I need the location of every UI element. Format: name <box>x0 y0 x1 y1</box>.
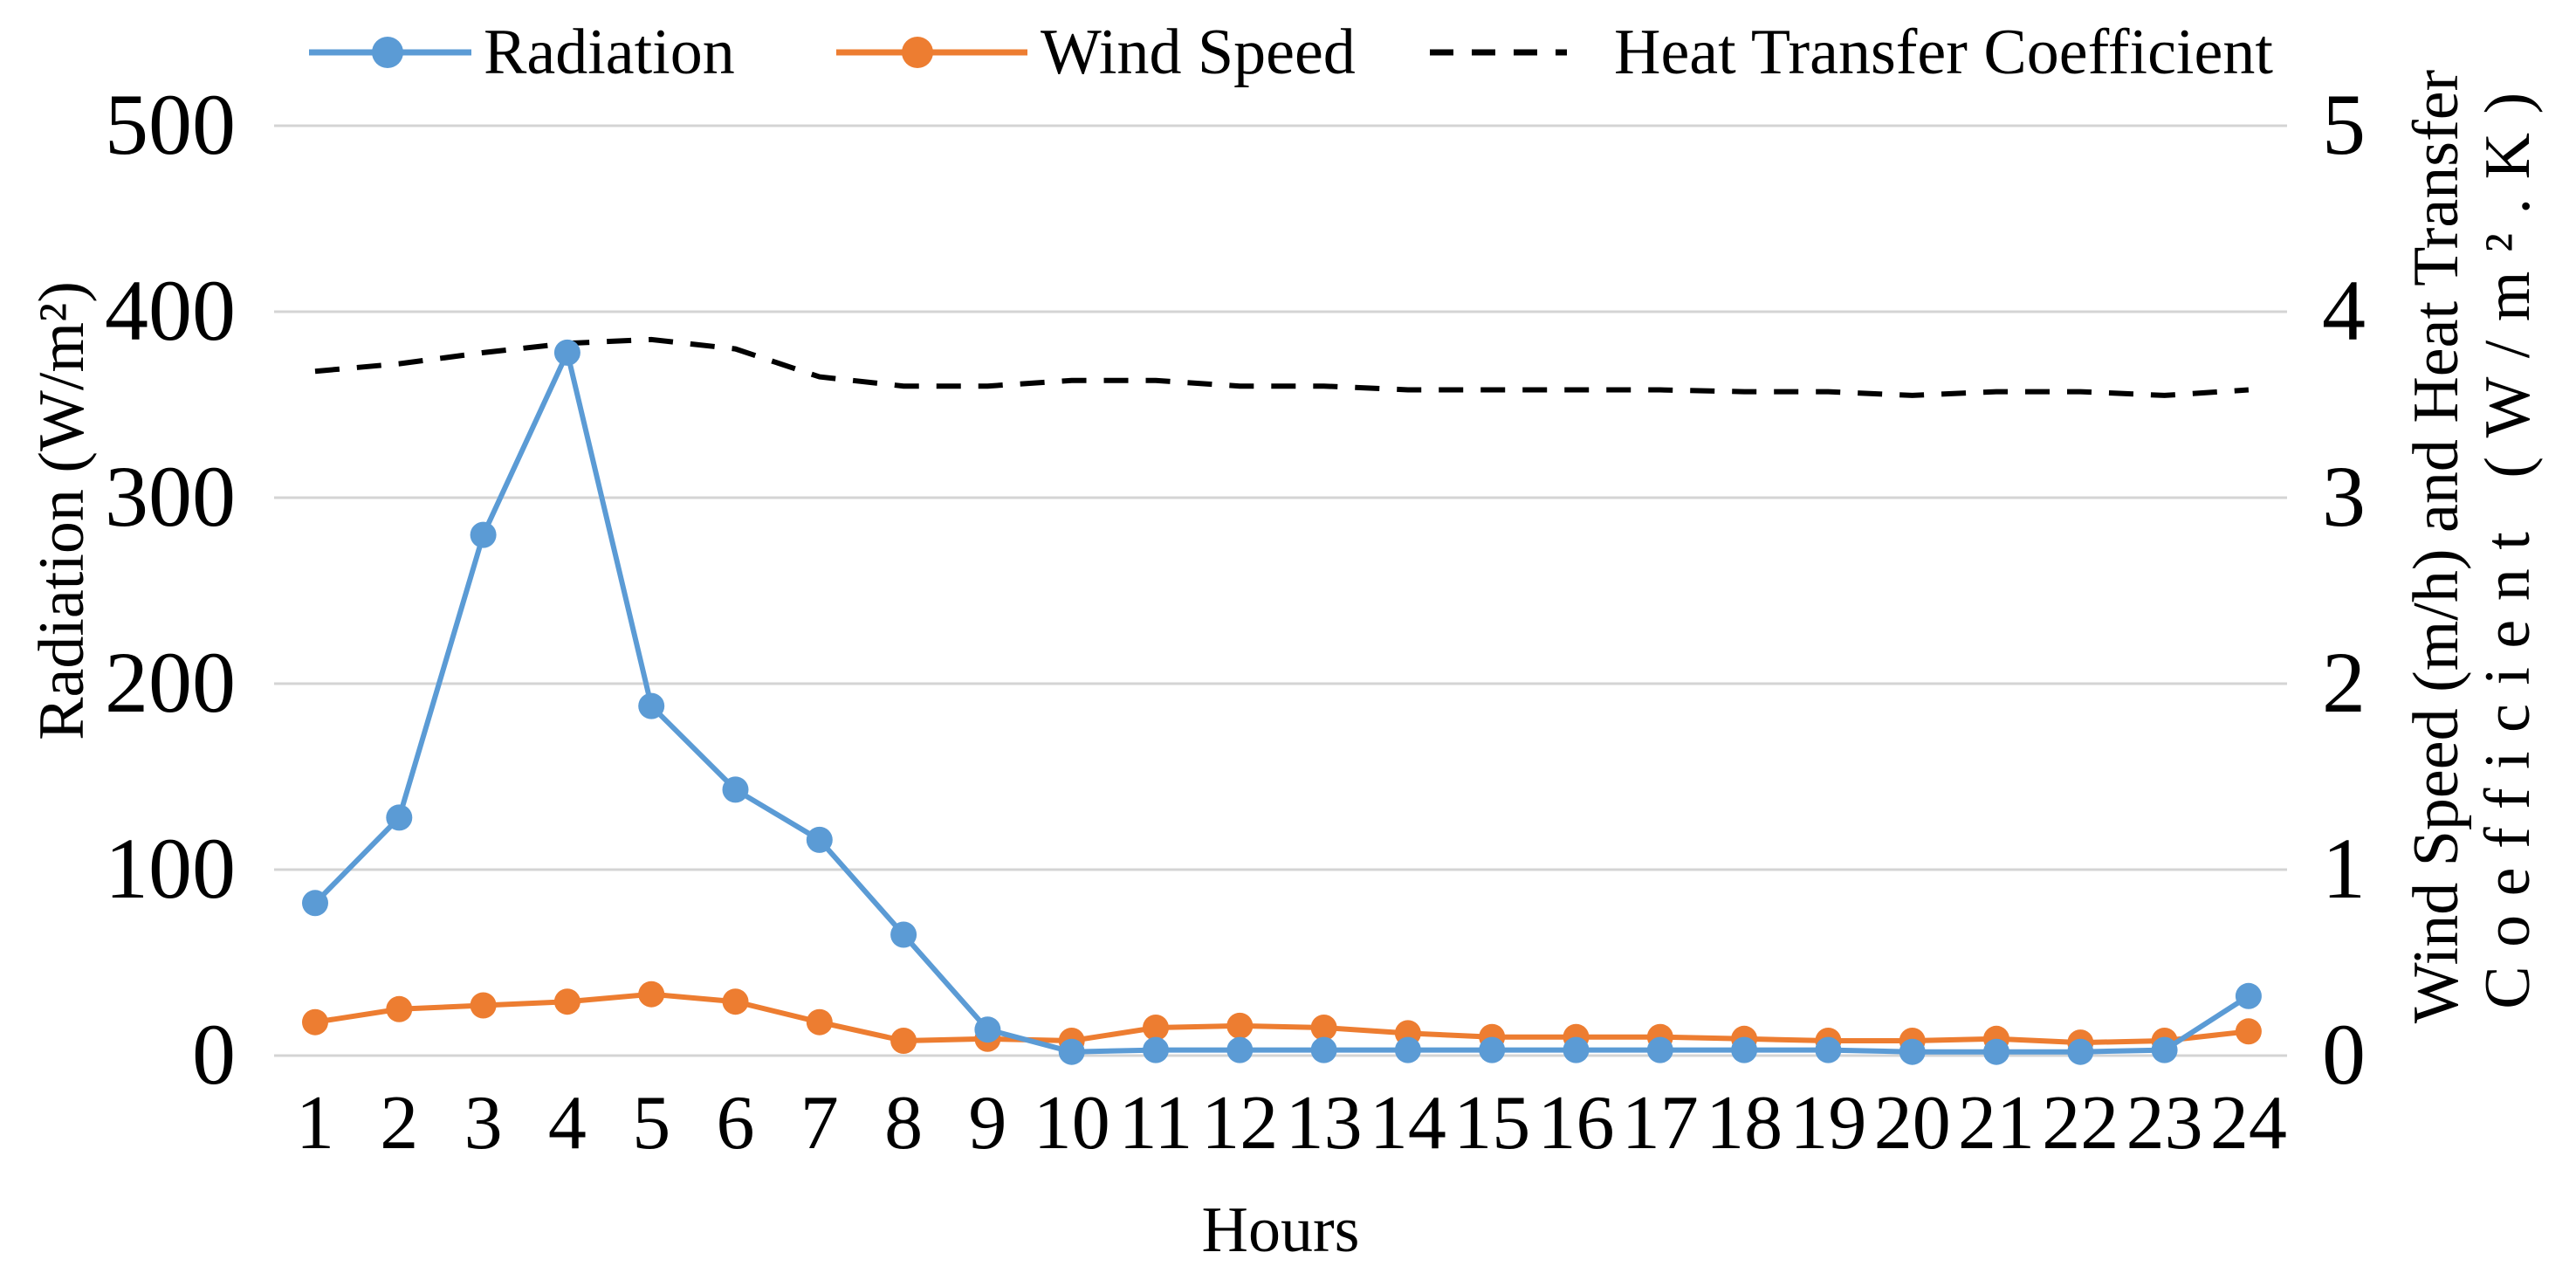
svg-text:3: 3 <box>2322 448 2366 545</box>
svg-text:3: 3 <box>464 1081 503 1166</box>
svg-text:300: 300 <box>105 448 236 545</box>
svg-text:4: 4 <box>548 1081 587 1166</box>
svg-text:18: 18 <box>1706 1081 1783 1166</box>
svg-text:19: 19 <box>1789 1081 1866 1166</box>
svg-text:15: 15 <box>1453 1081 1530 1166</box>
svg-text:7: 7 <box>800 1081 839 1166</box>
svg-text:23: 23 <box>2126 1081 2203 1166</box>
svg-text:13: 13 <box>1286 1081 1363 1166</box>
svg-text:Radiation: Radiation <box>484 17 735 88</box>
svg-text:14: 14 <box>1370 1081 1446 1166</box>
svg-text:10: 10 <box>1034 1081 1110 1166</box>
svg-text:17: 17 <box>1622 1081 1699 1166</box>
svg-text:Radiation (W/m²): Radiation (W/m²) <box>26 281 98 740</box>
svg-text:5: 5 <box>632 1081 670 1166</box>
svg-text:22: 22 <box>2042 1081 2119 1166</box>
svg-text:11: 11 <box>1119 1081 1193 1166</box>
svg-text:2: 2 <box>380 1081 418 1166</box>
svg-text:Wind Speed (m/h) and Heat Tran: Wind Speed (m/h) and Heat Transfer <box>2401 70 2472 1023</box>
svg-text:0: 0 <box>192 1006 236 1103</box>
svg-text:16: 16 <box>1538 1081 1615 1166</box>
svg-text:200: 200 <box>105 634 236 731</box>
svg-text:500: 500 <box>105 76 236 173</box>
svg-text:6: 6 <box>717 1081 755 1166</box>
svg-text:Hours: Hours <box>1202 1194 1360 1266</box>
svg-text:0: 0 <box>2322 1006 2366 1103</box>
svg-text:5: 5 <box>2322 76 2366 173</box>
svg-text:1: 1 <box>2322 820 2366 917</box>
svg-text:Coefficient (W/m².K): Coefficient (W/m².K) <box>2472 73 2544 1008</box>
svg-text:9: 9 <box>968 1081 1006 1166</box>
svg-text:2: 2 <box>2322 634 2366 731</box>
svg-text:24: 24 <box>2210 1081 2287 1166</box>
svg-text:Heat Transfer Coefficient: Heat Transfer Coefficient <box>1614 17 2273 88</box>
svg-text:1: 1 <box>296 1081 334 1166</box>
svg-text:20: 20 <box>1874 1081 1951 1166</box>
svg-text:4: 4 <box>2322 262 2366 359</box>
svg-text:100: 100 <box>105 820 236 917</box>
svg-text:Wind Speed: Wind Speed <box>1041 17 1356 88</box>
svg-text:8: 8 <box>884 1081 923 1166</box>
svg-text:21: 21 <box>1958 1081 2035 1166</box>
svg-text:400: 400 <box>105 262 236 359</box>
svg-text:12: 12 <box>1201 1081 1278 1166</box>
